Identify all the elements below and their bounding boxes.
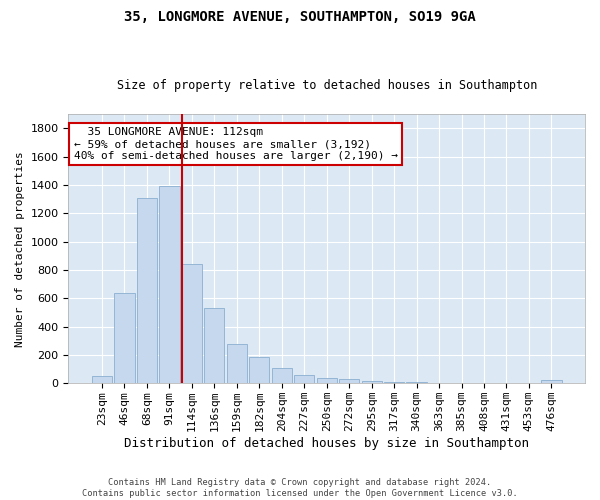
Text: 35, LONGMORE AVENUE, SOUTHAMPTON, SO19 9GA: 35, LONGMORE AVENUE, SOUTHAMPTON, SO19 9… — [124, 10, 476, 24]
Bar — [339, 379, 359, 384]
Bar — [249, 357, 269, 384]
Bar — [362, 381, 382, 384]
Bar — [92, 376, 112, 384]
Bar — [496, 382, 517, 384]
X-axis label: Distribution of detached houses by size in Southampton: Distribution of detached houses by size … — [124, 437, 529, 450]
Bar — [317, 378, 337, 384]
Bar — [294, 375, 314, 384]
Bar — [406, 382, 427, 384]
Bar — [451, 382, 472, 384]
Bar — [115, 292, 134, 384]
Bar — [204, 308, 224, 384]
Bar — [474, 382, 494, 384]
Bar — [384, 382, 404, 384]
Bar — [519, 382, 539, 384]
Text: Contains HM Land Registry data © Crown copyright and database right 2024.
Contai: Contains HM Land Registry data © Crown c… — [82, 478, 518, 498]
Bar — [541, 380, 562, 384]
Bar — [159, 186, 179, 384]
Text: 35 LONGMORE AVENUE: 112sqm
← 59% of detached houses are smaller (3,192)
40% of s: 35 LONGMORE AVENUE: 112sqm ← 59% of deta… — [74, 128, 398, 160]
Bar — [137, 198, 157, 384]
Bar — [182, 264, 202, 384]
Bar — [227, 344, 247, 384]
Bar — [429, 382, 449, 384]
Bar — [272, 368, 292, 384]
Y-axis label: Number of detached properties: Number of detached properties — [15, 151, 25, 346]
Title: Size of property relative to detached houses in Southampton: Size of property relative to detached ho… — [116, 79, 537, 92]
